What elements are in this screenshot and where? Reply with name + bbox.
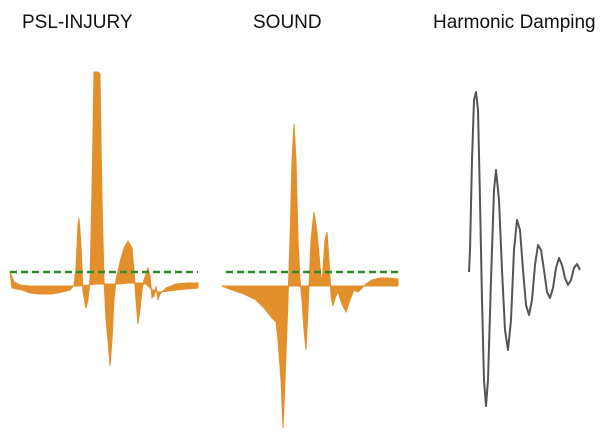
- sound-waveform: [221, 123, 399, 429]
- panel-title-sound: SOUND: [253, 12, 322, 33]
- sound-wave-shape: [221, 123, 399, 429]
- psl-injury-wave-shape: [9, 71, 199, 367]
- panel-title-harmonic-damping: Harmonic Damping: [433, 12, 596, 33]
- harmonic-damping-curve: [468, 91, 581, 407]
- psl-injury-waveform: [9, 71, 199, 367]
- panel-title-psl-injury: PSL-INJURY: [22, 12, 133, 33]
- damping-line: [468, 91, 581, 407]
